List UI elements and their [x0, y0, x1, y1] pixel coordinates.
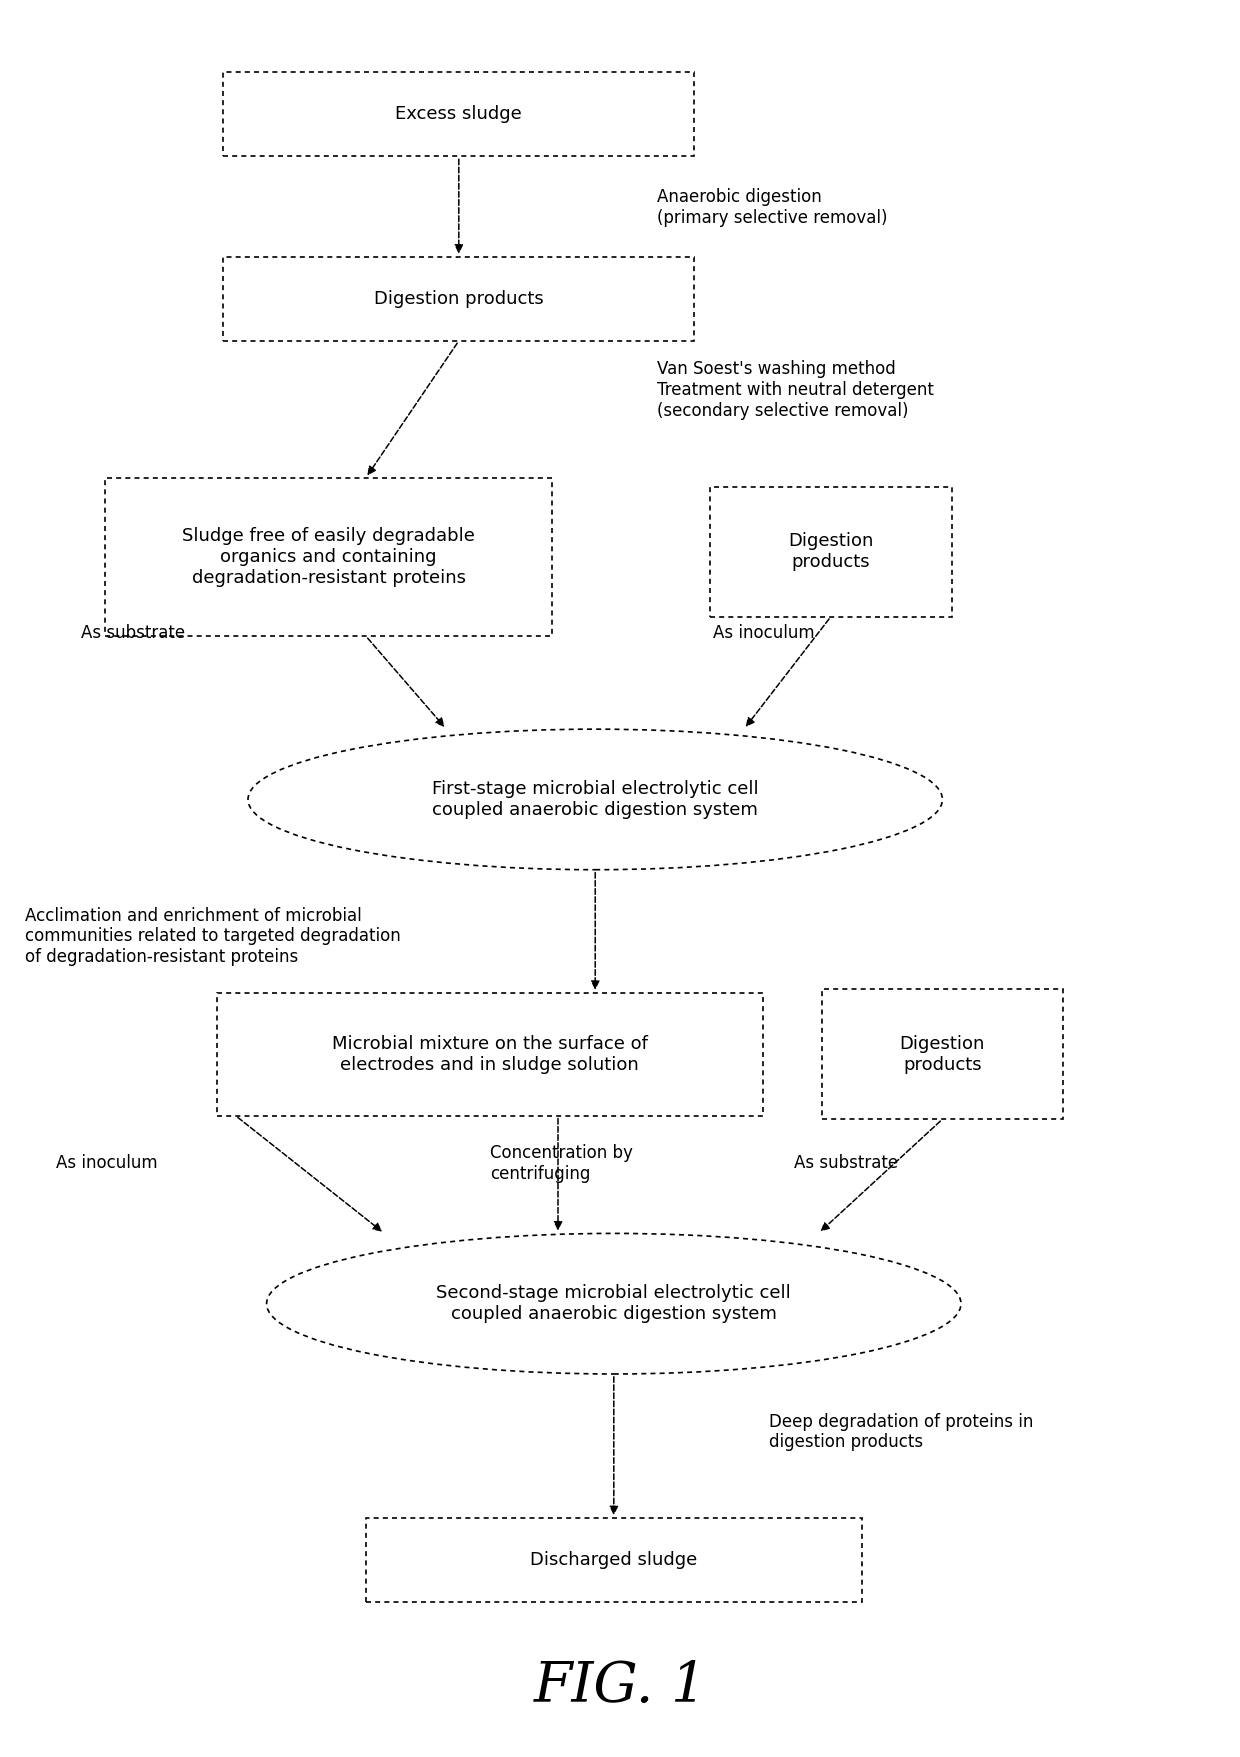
FancyBboxPatch shape	[217, 993, 763, 1116]
FancyBboxPatch shape	[105, 478, 552, 636]
Text: Digestion
products: Digestion products	[789, 532, 873, 571]
Text: Microbial mixture on the surface of
electrodes and in sludge solution: Microbial mixture on the surface of elec…	[332, 1035, 647, 1074]
FancyBboxPatch shape	[709, 487, 952, 617]
Text: As inoculum: As inoculum	[56, 1154, 157, 1172]
FancyBboxPatch shape	[223, 72, 694, 156]
Text: As inoculum: As inoculum	[713, 624, 815, 641]
Text: Digestion products: Digestion products	[374, 290, 543, 307]
FancyBboxPatch shape	[366, 1518, 862, 1602]
FancyBboxPatch shape	[821, 989, 1063, 1119]
Text: Van Soest's washing method
Treatment with neutral detergent
(secondary selective: Van Soest's washing method Treatment wit…	[657, 360, 934, 420]
Text: As substrate: As substrate	[81, 624, 185, 641]
Text: Second-stage microbial electrolytic cell
coupled anaerobic digestion system: Second-stage microbial electrolytic cell…	[436, 1284, 791, 1323]
Text: Excess sludge: Excess sludge	[396, 105, 522, 123]
Ellipse shape	[267, 1233, 961, 1374]
Text: Anaerobic digestion
(primary selective removal): Anaerobic digestion (primary selective r…	[657, 188, 888, 227]
Text: FIG. 1: FIG. 1	[533, 1659, 707, 1715]
Text: Concentration by
centrifuging: Concentration by centrifuging	[490, 1144, 632, 1182]
Text: First-stage microbial electrolytic cell
coupled anaerobic digestion system: First-stage microbial electrolytic cell …	[432, 780, 759, 819]
FancyBboxPatch shape	[223, 257, 694, 341]
Text: Sludge free of easily degradable
organics and containing
degradation-resistant p: Sludge free of easily degradable organic…	[182, 527, 475, 587]
Text: Deep degradation of proteins in
digestion products: Deep degradation of proteins in digestio…	[769, 1413, 1033, 1451]
Text: Discharged sludge: Discharged sludge	[531, 1551, 697, 1569]
Text: Acclimation and enrichment of microbial
communities related to targeted degradat: Acclimation and enrichment of microbial …	[25, 907, 401, 966]
Text: Digestion
products: Digestion products	[900, 1035, 985, 1074]
Text: As substrate: As substrate	[794, 1154, 898, 1172]
Ellipse shape	[248, 729, 942, 870]
